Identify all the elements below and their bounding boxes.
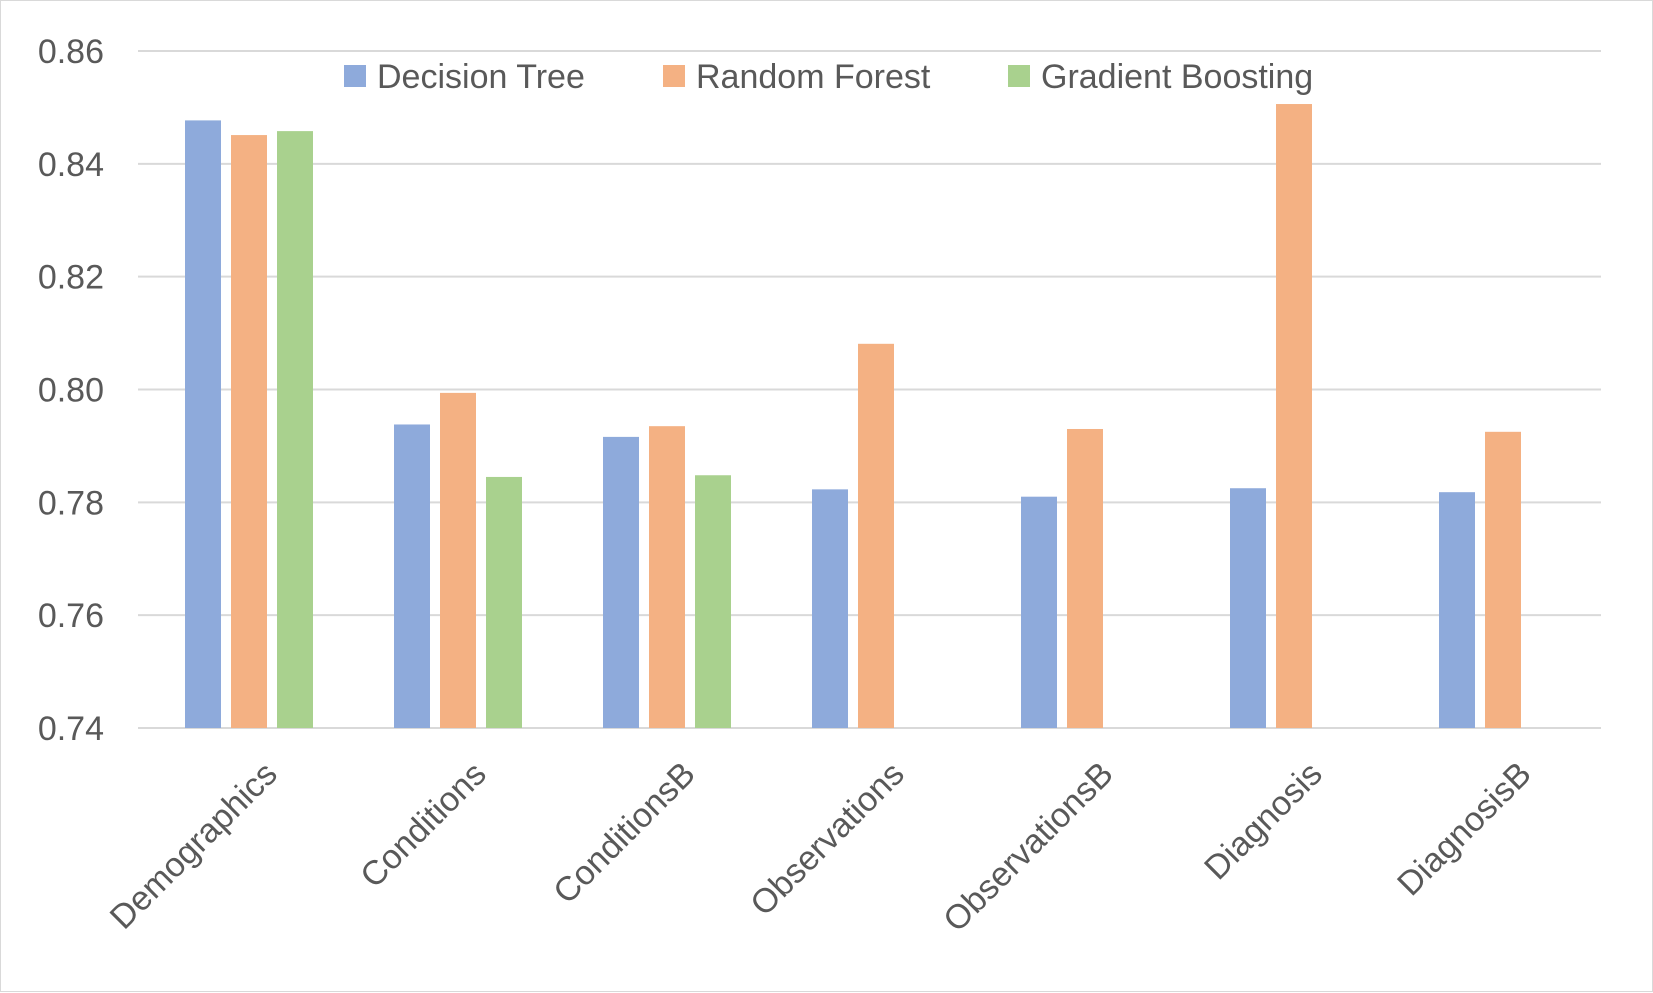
y-tick-label: 0.82 — [38, 259, 104, 297]
bar-gradient-boosting-demographics — [277, 131, 313, 728]
x-axis-category-labels: Demographics Conditions ConditionsB Observa… — [103, 755, 1539, 940]
legend-swatch — [1008, 65, 1030, 87]
bars — [185, 104, 1521, 728]
legend-label: Gradient Boosting — [1041, 58, 1313, 96]
y-tick-label: 0.80 — [38, 372, 104, 410]
x-category-label: Conditions — [353, 755, 493, 895]
bar-random-forest-diagnosis — [1276, 104, 1312, 728]
bar-random-forest-observationsb — [1067, 428, 1103, 728]
x-category-label: ObservationsB — [936, 755, 1121, 940]
y-tick-label: 0.74 — [38, 710, 104, 748]
legend: Decision Tree Random Forest Gradient Boost… — [344, 58, 1313, 96]
bar-decision-tree-diagnosis — [1230, 488, 1266, 728]
bar-decision-tree-demographics — [185, 120, 221, 728]
bar-decision-tree-conditions — [394, 424, 430, 728]
y-tick-label: 0.86 — [38, 33, 104, 71]
bar-decision-tree-observationsb — [1021, 496, 1057, 728]
bar-random-forest-diagnosisb — [1485, 431, 1521, 728]
y-tick-label: 0.78 — [38, 484, 104, 522]
x-category-label: Diagnosis — [1197, 755, 1329, 887]
bar-decision-tree-diagnosisb — [1439, 492, 1475, 728]
bar-random-forest-conditionsb — [649, 426, 685, 728]
x-category-label: Observations — [743, 755, 912, 924]
bar-random-forest-conditions — [440, 392, 476, 728]
y-tick-label: 0.76 — [38, 597, 104, 635]
legend-swatch — [344, 65, 366, 87]
bar-gradient-boosting-conditions — [486, 476, 522, 728]
y-tick-label: 0.84 — [38, 146, 104, 184]
bar-gradient-boosting-conditionsb — [695, 475, 731, 728]
bar-random-forest-demographics — [231, 135, 267, 728]
legend-label: Decision Tree — [377, 58, 585, 96]
y-axis-tick-labels: 0.74 0.76 0.78 0.80 0.82 0.84 0.86 — [38, 33, 104, 748]
x-category-label: ConditionsB — [546, 755, 703, 912]
bar-decision-tree-observations — [812, 489, 848, 728]
bar-decision-tree-conditionsb — [603, 436, 639, 728]
legend-label: Random Forest — [696, 58, 931, 96]
bar-random-forest-observations — [858, 343, 894, 728]
x-category-label: DiagnosisB — [1390, 755, 1538, 903]
legend-swatch — [663, 65, 685, 87]
x-category-label: Demographics — [103, 755, 285, 937]
